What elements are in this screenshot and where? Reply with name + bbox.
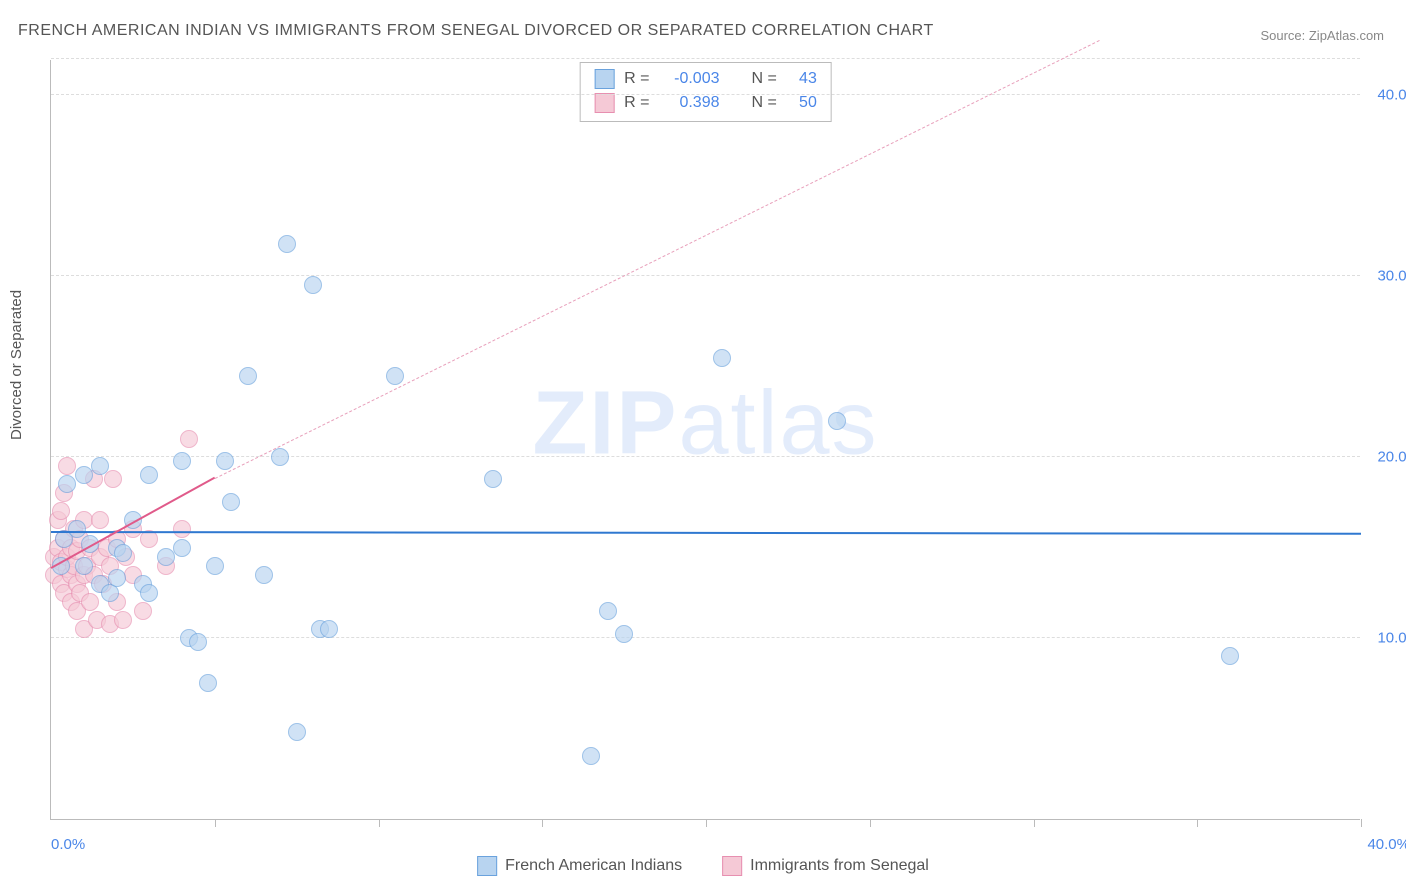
data-point: [484, 470, 502, 488]
y-tick-label: 20.0%: [1377, 449, 1406, 466]
data-point: [114, 544, 132, 562]
legend-swatch-0: [594, 69, 614, 89]
data-point: [582, 747, 600, 765]
gridline: [51, 637, 1360, 638]
legend-label: Immigrants from Senegal: [750, 857, 929, 875]
data-point: [615, 625, 633, 643]
correlation-legend: R = -0.003 N = 43 R = 0.398 N = 50: [579, 62, 832, 122]
data-point: [75, 557, 93, 575]
data-point: [320, 620, 338, 638]
x-tick: [706, 819, 707, 827]
y-tick-label: 30.0%: [1377, 268, 1406, 285]
legend-row-series-0: R = -0.003 N = 43: [594, 67, 817, 91]
data-point: [114, 611, 132, 629]
legend-swatch-icon: [477, 856, 497, 876]
data-point: [173, 520, 191, 538]
data-point: [108, 569, 126, 587]
data-point: [386, 367, 404, 385]
legend-item-0: French American Indians: [477, 856, 682, 876]
data-point: [199, 674, 217, 692]
watermark: ZIPatlas: [532, 373, 878, 476]
data-point: [216, 452, 234, 470]
y-tick-label: 10.0%: [1377, 630, 1406, 647]
r-value: -0.003: [660, 67, 720, 91]
data-point: [140, 466, 158, 484]
legend-swatch-icon: [722, 856, 742, 876]
x-tick: [1361, 819, 1362, 827]
x-tick: [542, 819, 543, 827]
gridline: [51, 456, 1360, 457]
scatter-plot: ZIPatlas R = -0.003 N = 43 R = 0.398 N =…: [50, 60, 1360, 820]
x-tick: [1034, 819, 1035, 827]
data-point: [206, 557, 224, 575]
data-point: [140, 584, 158, 602]
data-point: [828, 412, 846, 430]
data-point: [239, 367, 257, 385]
data-point: [180, 430, 198, 448]
gridline: [51, 275, 1360, 276]
y-tick-label: 40.0%: [1377, 87, 1406, 104]
data-point: [271, 448, 289, 466]
data-point: [288, 723, 306, 741]
data-point: [222, 493, 240, 511]
source-label: Source: ZipAtlas.com: [1260, 28, 1384, 43]
legend-label: French American Indians: [505, 857, 682, 875]
data-point: [1221, 647, 1239, 665]
series-legend: French American Indians Immigrants from …: [477, 856, 929, 876]
data-point: [52, 502, 70, 520]
data-point: [157, 548, 175, 566]
chart-title: FRENCH AMERICAN INDIAN VS IMMIGRANTS FRO…: [18, 22, 934, 40]
x-axis-max-label: 40.0%: [1367, 836, 1406, 853]
data-point: [81, 593, 99, 611]
data-point: [75, 466, 93, 484]
legend-swatch-1: [594, 93, 614, 113]
data-point: [58, 475, 76, 493]
legend-item-1: Immigrants from Senegal: [722, 856, 929, 876]
n-value: 43: [787, 67, 817, 91]
data-point: [58, 457, 76, 475]
y-axis-label: Divorced or Separated: [8, 290, 25, 440]
r-label: R =: [624, 67, 649, 91]
data-point: [189, 633, 207, 651]
gridline: [51, 94, 1360, 95]
data-point: [304, 276, 322, 294]
data-point: [134, 602, 152, 620]
gridline: [51, 58, 1360, 59]
x-tick: [379, 819, 380, 827]
data-point: [599, 602, 617, 620]
data-point: [713, 349, 731, 367]
n-label: N =: [752, 67, 777, 91]
data-point: [173, 539, 191, 557]
data-point: [255, 566, 273, 584]
x-tick: [1197, 819, 1198, 827]
trend-line: [51, 531, 1361, 535]
x-axis-min-label: 0.0%: [51, 836, 85, 853]
data-point: [91, 511, 109, 529]
data-point: [68, 520, 86, 538]
x-tick: [870, 819, 871, 827]
data-point: [91, 457, 109, 475]
data-point: [278, 235, 296, 253]
data-point: [104, 470, 122, 488]
data-point: [173, 452, 191, 470]
x-tick: [215, 819, 216, 827]
